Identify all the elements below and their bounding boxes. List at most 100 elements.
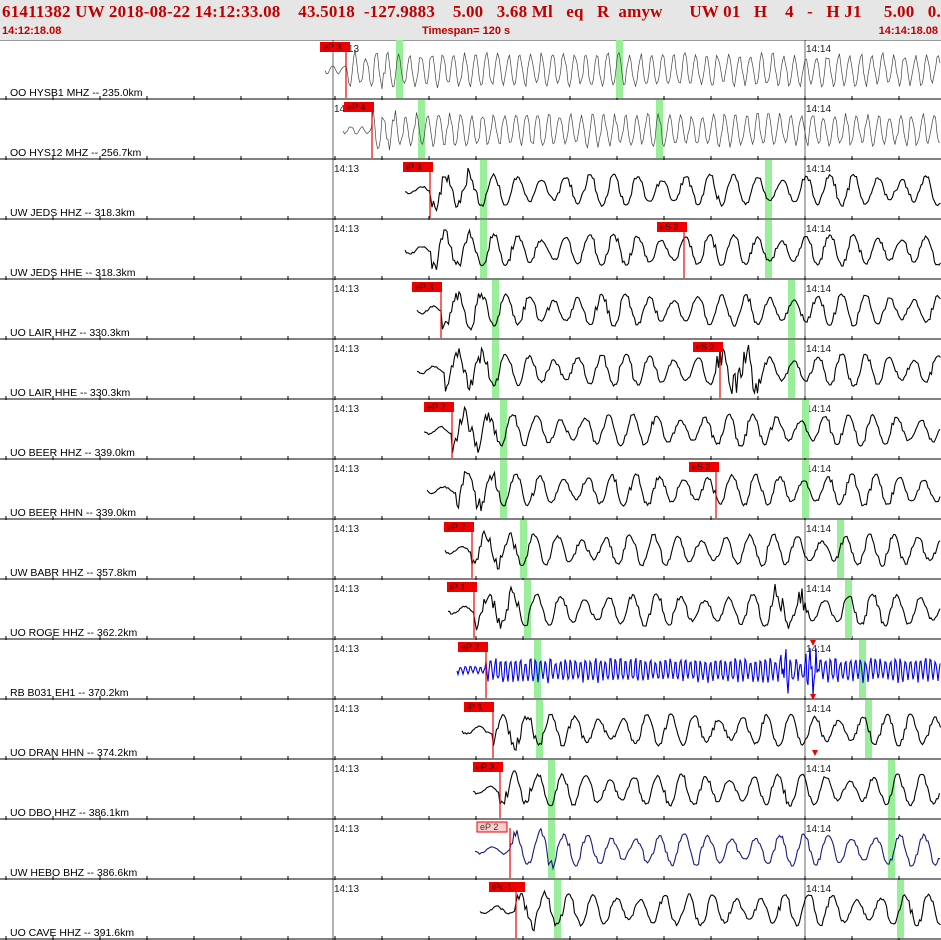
station-label: UO CAVE HHZ -- 391.6km <box>10 927 134 939</box>
waveform <box>472 770 941 807</box>
trace-row[interactable]: 14:13 14:14 eP 2 RB B031 EH1 -- 370.2km <box>0 640 941 700</box>
predicted-phase-marker <box>534 640 541 698</box>
waveform <box>447 583 941 631</box>
seismogram-panel[interactable]: 14:13 14:14 eP 3 OO HYSB1 MHZ -- 235.0km 14:… <box>0 40 941 940</box>
tick-label-1414: 14:14 <box>806 464 831 475</box>
tick-label-1413: 14:13 <box>334 584 359 595</box>
pick-label: iP 1 <box>467 702 482 712</box>
trace-row[interactable]: 14:13 14:14 iPc 1 UO CAVE HHZ -- 391.6km <box>0 880 941 940</box>
tick-label-1413: 14:13 <box>334 164 359 175</box>
pick-flag[interactable] <box>689 462 719 472</box>
arrival-marker-icon <box>810 694 816 700</box>
event-title: 61411382 UW 2018-08-22 14:12:33.08 43.50… <box>2 2 941 21</box>
trace-row[interactable]: 14:13 14:14 eP 2 UO BEER HHZ -- 339.0km <box>0 400 941 460</box>
pick-flag[interactable] <box>489 882 525 892</box>
station-label: UO LAIR HHE -- 330.3km <box>10 387 130 399</box>
tick-label-1414: 14:14 <box>806 344 831 355</box>
end-time: 14:14:18.08 <box>878 25 938 37</box>
pick-flag[interactable] <box>657 222 687 232</box>
pick-label: eS 2 <box>692 462 711 472</box>
tick-label-1414: 14:14 <box>806 104 831 115</box>
tick-label-1414: 14:14 <box>806 224 831 235</box>
start-time: 14:12:18.08 <box>2 25 62 37</box>
tick-label-1413: 14:13 <box>334 884 359 895</box>
pick-label: eP 2 <box>461 642 479 652</box>
arrival-marker-icon <box>812 750 818 756</box>
trace-row[interactable]: 14:13 14:14 eS 2 UO BEER HHN -- 339.0km <box>0 460 941 520</box>
predicted-phase-marker <box>788 280 795 338</box>
predicted-phase-marker <box>500 460 507 518</box>
waveform <box>404 228 941 270</box>
predicted-phase-marker <box>548 820 555 878</box>
tick-label-1414: 14:14 <box>806 644 831 655</box>
predicted-phase-marker <box>500 400 507 458</box>
predicted-phase-marker <box>492 340 499 398</box>
pick-label: eP 3 <box>476 762 494 772</box>
pick-flag[interactable] <box>320 42 350 52</box>
pick-flag[interactable] <box>476 821 508 833</box>
tick-label-1413: 14:13 <box>334 704 359 715</box>
pick-flag[interactable] <box>412 282 442 292</box>
pick-flag[interactable] <box>464 702 494 712</box>
tick-label-1414: 14:14 <box>806 824 831 835</box>
waveform <box>456 648 941 696</box>
station-label: OO HYS12 MHZ -- 256.7km <box>10 147 142 159</box>
pick-label: eS 2 <box>696 342 715 352</box>
waveform <box>444 529 941 570</box>
pick-flag[interactable] <box>447 582 477 592</box>
pick-label: eP 3 <box>323 42 341 52</box>
predicted-phase-marker <box>845 580 852 638</box>
predicted-phase-marker <box>524 580 531 638</box>
tick-label-1414: 14:14 <box>806 584 831 595</box>
pick-label: eS 2 <box>660 222 679 232</box>
trace-row[interactable]: 14:13 14:14 eP 3 UO LAIR HHZ -- 330.3km <box>0 280 941 340</box>
pick-label: iP 3 <box>406 162 421 172</box>
pick-flag[interactable] <box>458 642 488 652</box>
trace-row[interactable]: 14:13 14:14 iP 1 UO DRAN HHN -- 374.2km <box>0 700 941 760</box>
waveform <box>461 713 941 751</box>
station-label: UW BABR HHZ -- 357.8km <box>10 567 137 579</box>
waveform <box>416 344 941 395</box>
pick-flag[interactable] <box>424 402 454 412</box>
header-bar: 61411382 UW 2018-08-22 14:12:33.08 43.50… <box>0 0 941 41</box>
trace-row[interactable]: 14:13 14:14 eP 2 UW HEBO BHZ -- 386.6km <box>0 820 941 880</box>
pick-label: eP 2 <box>480 822 498 832</box>
station-label: UO DRAN HHN -- 374.2km <box>10 747 137 759</box>
predicted-phase-marker <box>788 340 795 398</box>
tick-label-1414: 14:14 <box>806 44 831 55</box>
predicted-phase-marker <box>837 520 844 578</box>
waveform <box>423 405 941 453</box>
pick-flag[interactable] <box>403 162 433 172</box>
waveform <box>324 49 941 90</box>
station-label: OO HYSB1 MHZ -- 235.0km <box>10 87 143 99</box>
pick-flag[interactable] <box>444 522 474 532</box>
trace-row[interactable]: 14:13 14:14 eS 2 UO LAIR HHE -- 330.3km <box>0 340 941 400</box>
waveform <box>426 470 941 512</box>
trace-row[interactable]: 14:13 14:14 eP 2 UW BABR HHZ -- 357.8km <box>0 520 941 580</box>
predicted-phase-marker <box>480 160 487 218</box>
tick-label-1414: 14:14 <box>806 884 831 895</box>
pick-flag[interactable] <box>693 342 723 352</box>
seismogram-svg[interactable]: 14:13 14:14 eP 3 OO HYSB1 MHZ -- 235.0km 14:… <box>0 40 941 940</box>
predicted-phase-marker <box>616 40 623 98</box>
pick-label: eP 2 <box>447 522 465 532</box>
station-label: UO BEER HHZ -- 339.0km <box>10 447 135 459</box>
tick-label-1414: 14:14 <box>806 704 831 715</box>
station-label: UO BEER HHN -- 339.0km <box>10 507 136 519</box>
tick-label-1414: 14:14 <box>806 164 831 175</box>
tick-label-1413: 14:13 <box>334 764 359 775</box>
station-label: UO LAIR HHZ -- 330.3km <box>10 327 130 339</box>
pick-label: iP 1 <box>450 582 465 592</box>
pick-flag[interactable] <box>473 762 503 772</box>
trace-row[interactable]: 14:13 14:14 iP 3 UW JEDS HHZ -- 318.3km <box>0 160 941 220</box>
pick-flag[interactable] <box>344 102 374 112</box>
trace-row[interactable]: 14:13 14:14 iP 1 UO ROGE HHZ -- 362.2km <box>0 580 941 640</box>
station-label: UO DBO HHZ -- 386.1km <box>10 807 129 819</box>
trace-row[interactable]: 14:13 14:14 eP 3 UO DBO HHZ -- 386.1km <box>0 760 941 820</box>
predicted-phase-marker <box>859 640 866 698</box>
trace-row[interactable]: 14:13 14:14 eS 2 UW JEDS HHE -- 318.3km <box>0 220 941 280</box>
predicted-phase-marker <box>480 220 487 278</box>
predicted-phase-marker <box>888 820 895 878</box>
